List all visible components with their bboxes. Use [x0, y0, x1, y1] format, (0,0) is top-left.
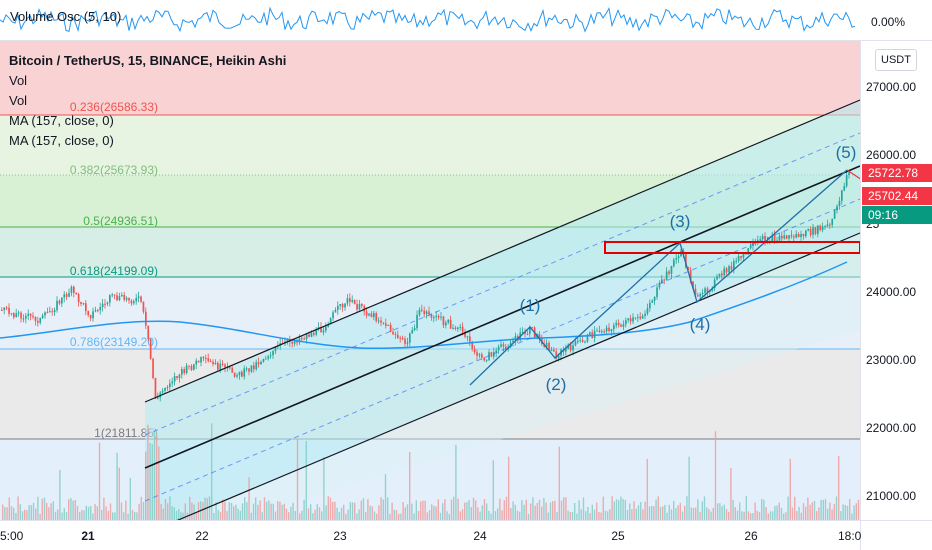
- fib-label-0618: 0.618(24199.09): [70, 264, 158, 278]
- projection-line[interactable]: [846, 169, 863, 181]
- legend: Bitcoin / TetherUS, 15, BINANCE, Heikin …: [9, 51, 286, 151]
- channel-mid-line[interactable]: [144, 165, 861, 469]
- time-tick-1800: 18:0: [838, 529, 862, 543]
- osc-title[interactable]: Volume Osc (5, 10): [10, 9, 122, 24]
- channel-lower-line[interactable]: [144, 232, 861, 535]
- channel-dash-lower[interactable]: [144, 198, 861, 502]
- time-tick-0: 5:00: [0, 529, 24, 543]
- elliott-wave-path[interactable]: [469, 169, 848, 386]
- fib-label-0236: 0.236(26586.33): [70, 100, 158, 114]
- symbol-title[interactable]: Bitcoin / TetherUS, 15, BINANCE, Heikin …: [9, 53, 287, 68]
- legend-ma-1[interactable]: MA (157, close, 0): [9, 113, 114, 128]
- volume-bars: [2, 423, 860, 520]
- price-axis[interactable]: [860, 41, 932, 520]
- fib-label-0786: 0.786(23149.20): [70, 335, 158, 349]
- fib-zone-0-0236: [0, 41, 860, 115]
- legend-vol-2[interactable]: Vol: [9, 93, 28, 108]
- wave-label-1: (1): [520, 296, 541, 315]
- volume-osc-line: [0, 6, 856, 33]
- time-axis[interactable]: [0, 520, 860, 550]
- legend-ma-2[interactable]: MA (157, close, 0): [9, 133, 114, 148]
- wave-label-4: (4): [690, 315, 711, 334]
- channel-upper-line[interactable]: [144, 99, 861, 403]
- legend-vol-1[interactable]: Vol: [9, 73, 28, 88]
- price-tick-23000: 23000.00: [866, 353, 916, 367]
- ma-157-line[interactable]: [0, 261, 848, 350]
- ma-price-label: 25702.44: [862, 187, 932, 205]
- wave-label-2: (2): [546, 375, 567, 394]
- fib-label-1: 1(21811.85): [94, 426, 158, 440]
- heikin-ashi-candles: [1, 170, 850, 402]
- channel-dash-upper[interactable]: [144, 132, 861, 436]
- osc-value: 0.00%: [871, 15, 905, 29]
- time-tick-24: 24: [473, 529, 487, 543]
- time-tick-21: 21: [81, 529, 95, 543]
- time-tick-26: 26: [744, 529, 758, 543]
- currency-scale-button[interactable]: USDT: [875, 49, 917, 71]
- price-tick-22000: 22000.00: [866, 421, 916, 435]
- wave-label-3: (3): [670, 212, 691, 231]
- wave-label-5: (5): [836, 143, 857, 162]
- time-tick-22: 22: [195, 529, 209, 543]
- fib-label-05: 0.5(24936.51): [83, 214, 158, 228]
- countdown-label: 09:16: [862, 206, 932, 224]
- price-tick-21000: 21000.00: [866, 489, 916, 503]
- last-price-label: 25722.78: [862, 164, 932, 182]
- price-tick-24000: 24000.00: [866, 285, 916, 299]
- price-tick-27000: 27000.00: [866, 80, 916, 94]
- time-tick-25: 25: [611, 529, 625, 543]
- time-tick-23: 23: [333, 529, 347, 543]
- price-tick-26000: 26000.00: [866, 148, 916, 162]
- fib-label-0382: 0.382(25673.93): [70, 163, 158, 177]
